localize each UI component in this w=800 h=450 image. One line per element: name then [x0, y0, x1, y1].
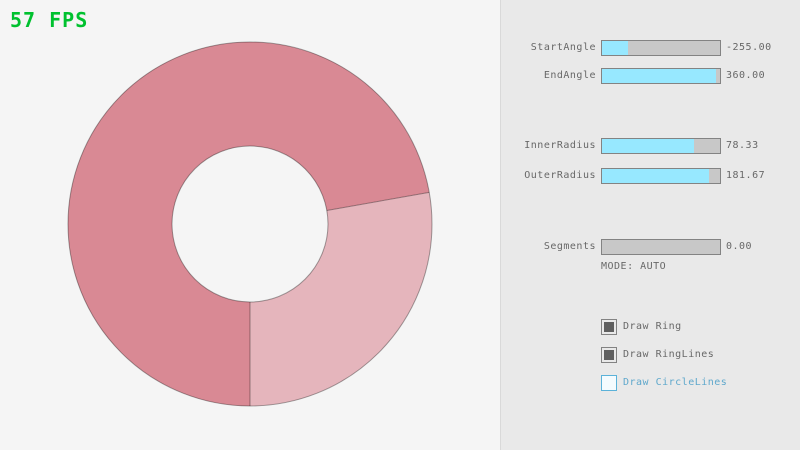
draw-circlelines-checkbox[interactable]	[601, 375, 617, 391]
startangle-value: -255.00	[726, 42, 772, 53]
endangle-label: EndAngle	[543, 70, 596, 81]
outerradius-value: 181.67	[726, 170, 766, 181]
endangle-slider[interactable]	[601, 68, 721, 84]
outerradius-label: OuterRadius	[524, 170, 596, 181]
draw-ring-checkbox[interactable]	[601, 319, 617, 335]
innerradius-value: 78.33	[726, 140, 759, 151]
endangle-value: 360.00	[726, 70, 766, 81]
slider-row-innerradius: InnerRadius 78.33	[501, 138, 800, 154]
segments-mode-text: MODE: AUTO	[601, 261, 667, 272]
ring-inner-outline	[171, 145, 329, 303]
draw-ringlines-checkmark	[604, 350, 614, 360]
slider-row-outerradius: OuterRadius 181.67	[501, 168, 800, 184]
draw-ring-label: Draw Ring	[623, 321, 682, 332]
checkbox-row-draw-ring: Draw Ring	[501, 319, 800, 335]
segments-value: 0.00	[726, 241, 753, 252]
outerradius-slider-fill	[602, 169, 710, 183]
innerradius-slider[interactable]	[601, 138, 721, 154]
startangle-slider[interactable]	[601, 40, 721, 56]
draw-ringlines-label: Draw RingLines	[623, 349, 715, 360]
slider-row-startangle: StartAngle -255.00	[501, 40, 800, 56]
segments-slider[interactable]	[601, 239, 721, 255]
fps-counter: 57 FPS	[10, 8, 89, 32]
ring-graphic	[67, 41, 433, 407]
checkbox-row-draw-ringlines: Draw RingLines	[501, 347, 800, 363]
endangle-slider-fill	[602, 69, 717, 83]
slider-row-segments: Segments 0.00	[501, 239, 800, 255]
control-panel: StartAngle -255.00 EndAngle 360.00 Inner…	[500, 0, 800, 450]
startangle-slider-fill	[602, 41, 628, 55]
ring-sector-light	[250, 192, 432, 406]
ring-outer-outline	[67, 41, 433, 407]
outerradius-slider[interactable]	[601, 168, 721, 184]
ring-sector-dark	[67, 42, 430, 406]
ring-radial-line-right	[326, 191, 430, 211]
checkbox-row-draw-circlelines: Draw CircleLines	[501, 375, 800, 391]
innerradius-label: InnerRadius	[524, 140, 596, 151]
draw-circlelines-label: Draw CircleLines	[623, 377, 728, 388]
segments-label: Segments	[543, 241, 596, 252]
slider-row-endangle: EndAngle 360.00	[501, 68, 800, 84]
draw-ringlines-checkbox[interactable]	[601, 347, 617, 363]
innerradius-slider-fill	[602, 139, 695, 153]
draw-ring-checkmark	[604, 322, 614, 332]
startangle-label: StartAngle	[530, 42, 596, 53]
